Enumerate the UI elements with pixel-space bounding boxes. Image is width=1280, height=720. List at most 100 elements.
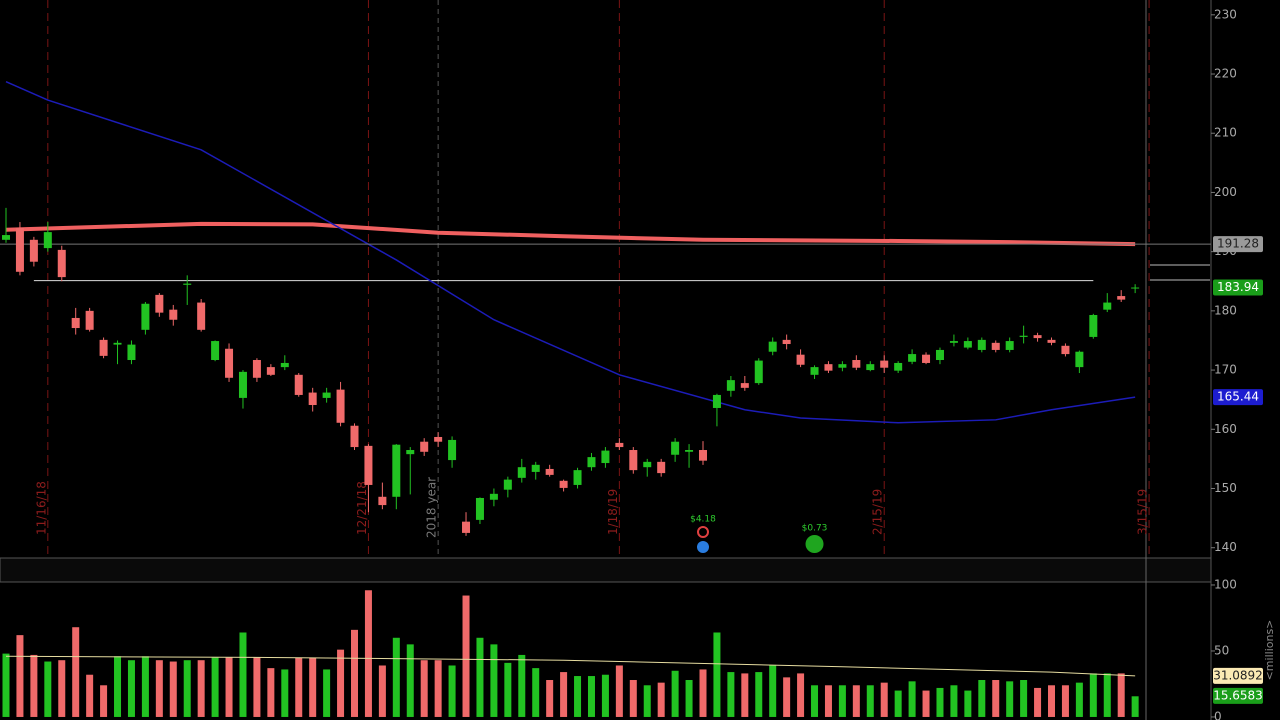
price-tag <box>1213 389 1263 406</box>
candle-body <box>1089 315 1098 337</box>
volume-bar <box>16 635 24 717</box>
volume-bar <box>964 690 972 717</box>
candle-body <box>350 425 359 448</box>
candle-body <box>85 310 94 330</box>
volume-bar <box>504 662 512 717</box>
volume-bar <box>783 677 791 717</box>
volume-bar <box>1075 682 1083 717</box>
candle-body <box>336 389 345 423</box>
year-label: 2018 year <box>425 477 439 538</box>
candle-body <box>657 461 666 474</box>
volume-tick-label: 100 <box>1214 577 1237 591</box>
candle-body <box>294 374 303 395</box>
volume-bar <box>2 653 10 717</box>
price-tag-label: 183.94 <box>1217 280 1259 294</box>
volume-bar <box>197 660 205 717</box>
candle-body <box>1131 287 1140 289</box>
pane-divider <box>0 557 1212 583</box>
candle-body <box>155 294 164 313</box>
candle-body <box>949 341 958 343</box>
y-tick-label: 170 <box>1214 363 1237 377</box>
candle-body <box>963 341 972 348</box>
candle-body <box>434 436 443 442</box>
volume-bar <box>337 649 345 717</box>
date-label: 12/21/18 <box>355 481 369 535</box>
volume-bar <box>950 685 958 717</box>
candle-body <box>1117 296 1126 300</box>
candle-body <box>266 367 275 375</box>
volume-bar <box>72 627 80 717</box>
volume-bar <box>797 673 805 717</box>
candle-body <box>392 444 401 497</box>
candle-body <box>796 354 805 365</box>
price-tag-label: 165.44 <box>1217 390 1259 404</box>
candle-body <box>1103 302 1112 310</box>
volume-bar <box>434 660 442 717</box>
date-label: 2/15/19 <box>871 489 885 535</box>
volume-bar <box>225 657 233 717</box>
dividend-icon <box>805 535 824 553</box>
candle-body <box>43 232 52 249</box>
volume-bar <box>1048 685 1055 717</box>
volume-bar <box>727 672 735 717</box>
volume-bar <box>1061 685 1069 717</box>
volume-tick-label: 0 <box>1214 709 1222 720</box>
candle-body <box>712 394 721 408</box>
candle-body <box>615 442 624 448</box>
candle-body <box>726 380 735 391</box>
y-tick-label: 220 <box>1214 67 1237 81</box>
volume-bar <box>838 685 846 717</box>
candle-body <box>420 441 429 452</box>
candle-body <box>489 493 498 500</box>
candle-body <box>782 339 791 345</box>
candle-body <box>754 360 763 384</box>
volume-bar <box>574 676 582 717</box>
volume-bar <box>490 644 498 717</box>
volume-bar <box>183 660 191 717</box>
volume-bar <box>811 685 819 717</box>
date-label: 11/16/18 <box>34 481 48 535</box>
volume-bar <box>406 644 414 717</box>
volume-bar <box>866 685 874 717</box>
volume-bar <box>615 665 623 717</box>
info-icon <box>697 541 709 553</box>
candle-body <box>113 342 122 345</box>
price-tag <box>1213 279 1263 296</box>
volume-bar <box>211 657 219 717</box>
candle-body <box>1005 341 1014 350</box>
candle-body <box>587 457 596 468</box>
candle-body <box>1033 335 1042 339</box>
volume-bar <box>448 665 456 717</box>
candle-body <box>99 339 108 356</box>
candle-body <box>462 521 471 533</box>
volume-bar <box>978 680 986 717</box>
volume-bar <box>420 660 428 717</box>
volume-bar <box>587 676 595 717</box>
y-tick-label: 150 <box>1214 481 1237 495</box>
volume-bar <box>44 661 52 717</box>
volume-bar <box>351 629 358 717</box>
volume-bar <box>824 685 832 717</box>
candle-body <box>197 302 206 330</box>
volume-bar <box>86 674 94 717</box>
volume-bar <box>741 673 749 717</box>
volume-bar <box>699 669 707 717</box>
candle-body <box>71 317 80 329</box>
volume-bar <box>323 669 331 717</box>
moving-average <box>5 655 1136 677</box>
volume-bar <box>58 660 66 717</box>
candle-body <box>211 341 220 361</box>
volume-bar <box>309 657 317 717</box>
candle-body <box>364 445 373 485</box>
candle-body <box>169 309 178 320</box>
volume-tick-label: 50 <box>1214 643 1229 657</box>
volume-bar <box>922 690 930 717</box>
candle-body <box>252 360 261 378</box>
candle-body <box>15 227 24 272</box>
volume-unit: <millions> <box>1263 620 1276 681</box>
volume-bar <box>671 670 679 717</box>
candle-body <box>894 362 903 371</box>
